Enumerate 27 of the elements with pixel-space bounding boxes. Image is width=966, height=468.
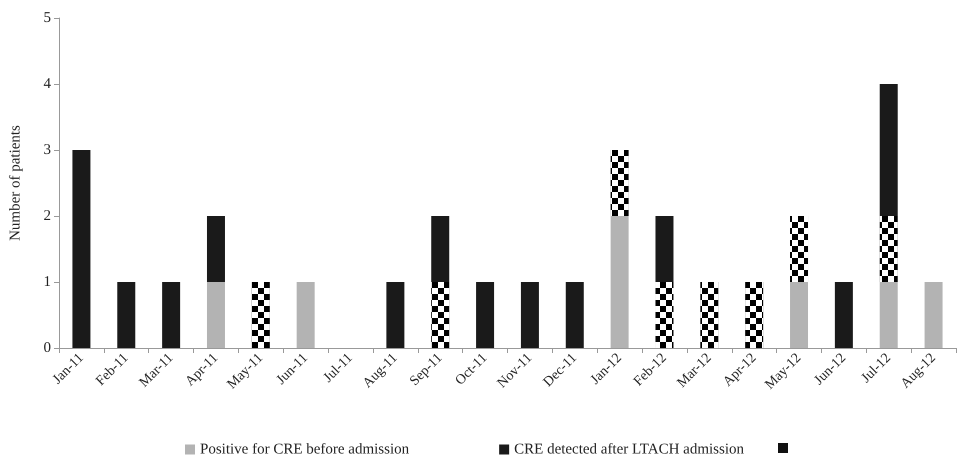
- y-tick-label: 5: [44, 10, 51, 26]
- bar: [566, 282, 584, 348]
- bar: [162, 282, 180, 348]
- bar: [655, 216, 674, 282]
- bar: [386, 282, 404, 348]
- bar: [790, 282, 808, 348]
- y-tick-label: 0: [44, 340, 51, 356]
- y-tick-label: 2: [44, 208, 51, 224]
- y-tick-label: 3: [44, 142, 51, 158]
- bar: [296, 282, 315, 348]
- bar: [117, 282, 136, 348]
- bar: [880, 282, 898, 348]
- bar: [72, 150, 90, 348]
- bar: [880, 84, 898, 216]
- bar: [206, 216, 225, 282]
- bar: [924, 282, 943, 348]
- bar: [206, 282, 225, 348]
- bar: [476, 282, 494, 348]
- bar: [520, 282, 539, 348]
- legend-label: Positive for CRE before admission: [200, 442, 410, 458]
- bar: [610, 216, 629, 348]
- bar: [834, 282, 853, 348]
- bar: [431, 216, 450, 282]
- y-tick-label: 4: [44, 76, 52, 92]
- y-tick-label: 1: [44, 274, 51, 290]
- legend-label: CRE detected after LTACH admission: [514, 442, 745, 458]
- y-axis-title: Number of patients: [8, 124, 24, 241]
